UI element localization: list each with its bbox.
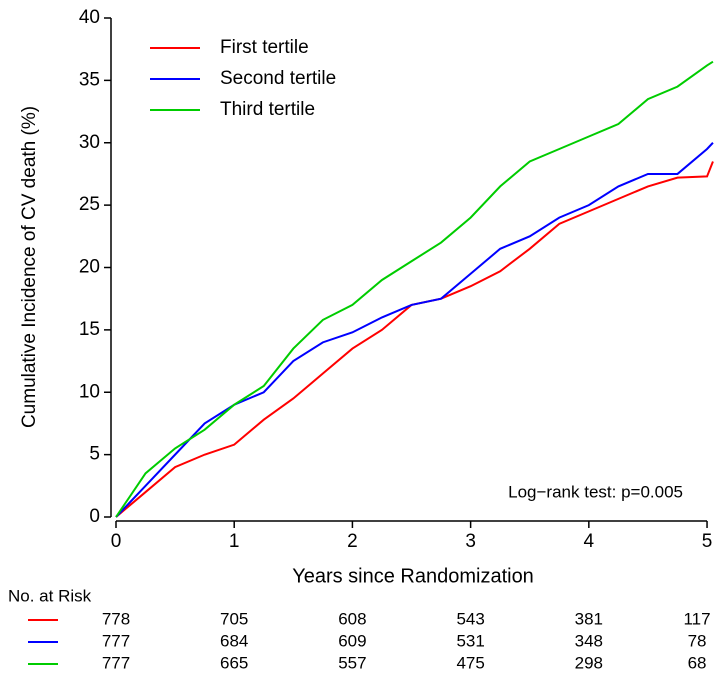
y-tick-label: 25 <box>79 194 100 215</box>
y-tick-label: 20 <box>79 257 100 278</box>
x-tick-label: 3 <box>465 531 476 552</box>
risk-count: 778 <box>102 609 130 628</box>
y-tick-label: 15 <box>79 319 100 340</box>
risk-count: 608 <box>338 609 366 628</box>
y-tick-label: 40 <box>79 7 100 28</box>
risk-count: 777 <box>102 631 130 650</box>
risk-count: 777 <box>102 653 130 672</box>
x-tick-label: 1 <box>229 531 240 552</box>
risk-count: 665 <box>220 653 248 672</box>
risk-count: 705 <box>220 609 248 628</box>
y-tick-label: 10 <box>79 381 100 402</box>
risk-count: 475 <box>456 653 484 672</box>
x-tick-label: 5 <box>702 531 713 552</box>
x-tick-label: 2 <box>347 531 358 552</box>
legend-label: Second tertile <box>220 68 336 89</box>
x-tick-label: 4 <box>584 531 595 552</box>
risk-count: 531 <box>456 631 484 650</box>
series-line <box>115 142 714 518</box>
risk-count: 609 <box>338 631 366 650</box>
x-axis-label: Years since Randomization <box>292 565 534 587</box>
risk-count: 348 <box>575 631 603 650</box>
legend-label: First tertile <box>220 37 309 58</box>
y-tick-label: 30 <box>79 132 100 153</box>
y-tick-label: 5 <box>89 444 100 465</box>
y-axis-label: Cumulative Incidence of CV death (%) <box>19 106 40 428</box>
risk-count: 298 <box>575 653 603 672</box>
risk-count: 381 <box>575 609 603 628</box>
risk-count: 543 <box>456 609 484 628</box>
series-line <box>115 60 714 518</box>
x-tick-label: 0 <box>111 531 122 552</box>
risk-count: 68 <box>688 653 707 672</box>
risk-count: 557 <box>338 653 366 672</box>
risk-table-label: No. at Risk <box>8 586 92 605</box>
legend-label: Third tertile <box>220 99 315 120</box>
risk-count: 78 <box>688 631 707 650</box>
risk-count: 684 <box>220 631 248 650</box>
risk-count: 117 <box>683 609 710 628</box>
y-tick-label: 0 <box>89 506 100 527</box>
annotation: Log−rank test: p=0.005 <box>508 482 683 501</box>
y-tick-label: 35 <box>79 69 100 90</box>
series-line <box>115 161 714 518</box>
